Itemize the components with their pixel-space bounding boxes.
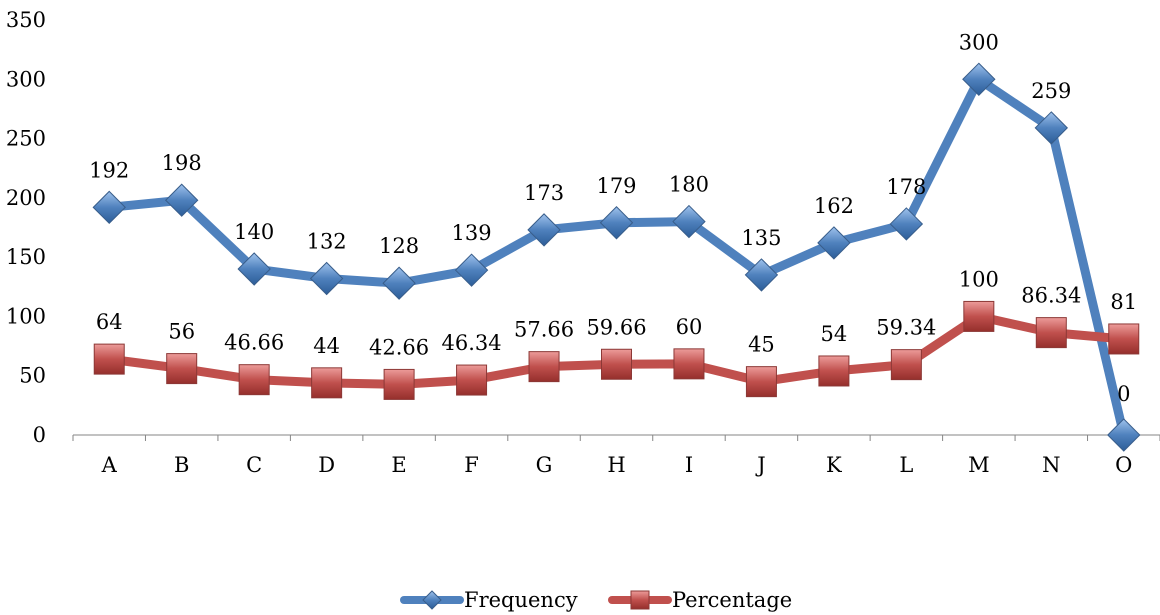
x-tick-label: K xyxy=(826,453,842,477)
frequency-point xyxy=(92,190,126,225)
data-label: 0 xyxy=(1117,382,1130,406)
data-label: 179 xyxy=(596,174,636,198)
x-tick-label: B xyxy=(174,453,189,477)
frequency-point xyxy=(672,204,706,239)
data-label: 173 xyxy=(524,181,564,205)
frequency-point xyxy=(817,226,851,260)
x-tick-label: D xyxy=(318,453,335,477)
legend-marker-diamond xyxy=(422,590,442,610)
data-label: 81 xyxy=(1110,290,1137,314)
x-tick-label: N xyxy=(1042,453,1060,477)
percentage-point xyxy=(166,353,198,385)
data-label: 100 xyxy=(959,267,999,291)
x-tick-label: F xyxy=(464,453,479,477)
data-label: 86.34 xyxy=(1021,284,1081,308)
y-tick-label: 0 xyxy=(33,423,46,447)
percentage-point xyxy=(1108,323,1140,355)
percentage-point xyxy=(745,366,777,398)
x-tick-label: L xyxy=(899,453,913,477)
percentage-point xyxy=(456,364,488,396)
frequency-point xyxy=(889,207,924,241)
data-label: 46.34 xyxy=(442,331,502,355)
y-tick-label: 100 xyxy=(6,304,46,328)
y-tick-label: 150 xyxy=(6,245,46,269)
y-tick-label: 50 xyxy=(19,364,46,388)
percentage-point xyxy=(890,349,922,381)
data-label: 42.66 xyxy=(369,335,429,359)
percentage-point xyxy=(601,348,632,380)
data-label: 44 xyxy=(313,334,340,358)
data-label: 56 xyxy=(168,320,195,344)
data-label: 178 xyxy=(886,175,926,199)
percentage-point xyxy=(963,300,995,332)
y-tick-label: 300 xyxy=(6,67,46,91)
percentage-point xyxy=(528,351,560,383)
legend-label: Frequency xyxy=(464,588,578,612)
data-labels: 192 198 140 132 128 139 173 179 180 135 162 178 300 2… xyxy=(89,30,1137,406)
data-label: 198 xyxy=(162,151,202,175)
series-markers xyxy=(92,62,1141,452)
x-tick-label: O xyxy=(1115,453,1132,477)
percentage-point xyxy=(673,348,705,380)
data-label: 139 xyxy=(452,221,492,245)
legend: Frequency Percentage xyxy=(400,588,792,612)
percentage-point xyxy=(238,364,270,396)
frequency-point xyxy=(454,253,489,287)
data-label: 54 xyxy=(821,322,848,346)
x-tick-label: C xyxy=(246,453,262,477)
percentage-point xyxy=(93,343,125,375)
frequency-point xyxy=(1034,111,1069,145)
data-label: 162 xyxy=(814,194,854,218)
data-label: 59.66 xyxy=(586,315,646,339)
y-tick-label: 350 xyxy=(6,8,46,32)
y-axis: 0 50 100 150 200 250 300 350 xyxy=(6,8,46,447)
x-tick-label: J xyxy=(755,453,765,477)
x-tick-label: H xyxy=(607,453,625,477)
x-tick-label: M xyxy=(968,453,990,477)
x-tick-label: G xyxy=(536,453,553,477)
frequency-point xyxy=(237,252,271,286)
legend-item-percentage: Percentage xyxy=(608,588,792,612)
x-tick-label: A xyxy=(101,453,118,477)
data-label: 60 xyxy=(676,315,703,339)
data-label: 259 xyxy=(1031,79,1071,103)
data-label: 300 xyxy=(959,30,999,54)
data-label: 135 xyxy=(741,226,781,250)
data-label: 59.34 xyxy=(876,316,936,340)
y-tick-label: 250 xyxy=(6,127,46,151)
data-label: 57.66 xyxy=(514,318,574,342)
frequency-point xyxy=(527,213,561,247)
data-label: 192 xyxy=(89,158,129,182)
data-label: 46.66 xyxy=(224,331,284,355)
x-tick-label: I xyxy=(685,453,693,477)
legend-marker-square xyxy=(630,590,650,610)
x-axis: A B C D E F G H I J K L M N O xyxy=(72,434,1160,477)
data-label: 180 xyxy=(669,173,709,197)
data-label: 64 xyxy=(96,310,123,334)
frequency-point xyxy=(1107,418,1141,452)
frequency-point xyxy=(744,258,779,292)
data-label: 140 xyxy=(234,220,274,244)
frequency-point xyxy=(164,183,199,217)
data-label: 132 xyxy=(307,229,347,253)
data-label: 45 xyxy=(748,333,775,357)
percentage-point xyxy=(311,367,343,399)
legend-item-frequency: Frequency xyxy=(400,588,578,612)
percentage-point xyxy=(818,355,850,387)
data-label: 128 xyxy=(379,234,419,258)
frequency-point xyxy=(382,266,416,300)
percentage-point xyxy=(1035,317,1067,349)
frequency-point xyxy=(309,261,344,296)
legend-label: Percentage xyxy=(672,588,792,612)
percentage-point xyxy=(383,368,415,400)
frequency-point xyxy=(599,206,634,240)
x-tick-label: E xyxy=(391,453,406,477)
frequency-point xyxy=(962,62,996,96)
y-tick-label: 200 xyxy=(6,186,46,210)
